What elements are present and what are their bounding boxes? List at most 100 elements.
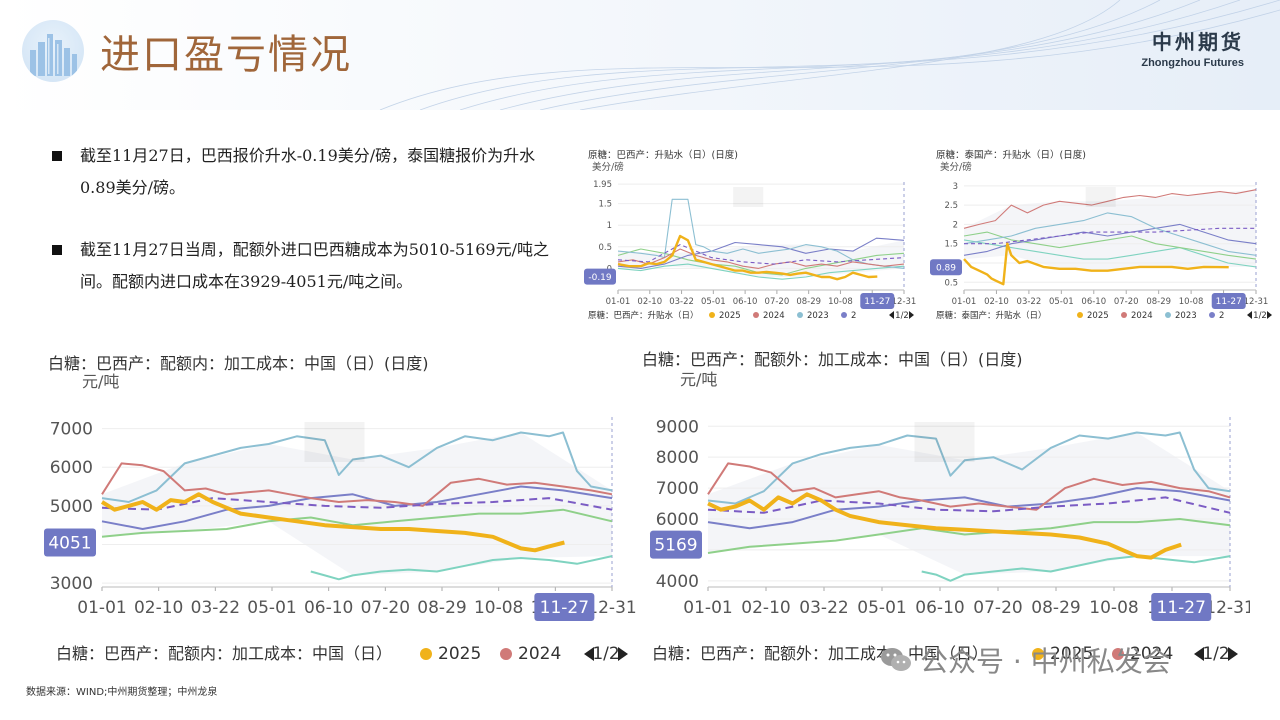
x-tick-label: 12-31 bbox=[587, 598, 636, 618]
y-tick-label: 6000 bbox=[50, 458, 93, 478]
series-line-2020 bbox=[921, 555, 1231, 582]
legend-label: 2024 bbox=[763, 311, 785, 321]
current-value-badge bbox=[930, 259, 962, 276]
x-tick-label: 12-31 bbox=[892, 297, 917, 307]
legend-label: 2023 bbox=[1175, 311, 1197, 321]
bullet-item: 截至11月27日当周，配额外进口巴西糖成本为5010-5169元/吨之间。配额内… bbox=[50, 234, 570, 298]
series-line-2021 bbox=[963, 231, 1257, 260]
y-tick-label: 2.5 bbox=[944, 201, 958, 211]
date-badge-label: 11-27 bbox=[1216, 297, 1242, 307]
legend-dot-2025 bbox=[709, 312, 715, 318]
series-line-2023 bbox=[963, 212, 1257, 256]
brand-name-cn: 中州期货 bbox=[1152, 30, 1244, 54]
legend-next-icon bbox=[1228, 647, 1238, 661]
series-line-2022 bbox=[707, 487, 1231, 530]
legend-prev-icon bbox=[1247, 311, 1252, 319]
series-line-avg bbox=[964, 227, 1256, 245]
current-value-label: -0.19 bbox=[588, 273, 612, 283]
chart-title: 原糖：泰国产：升贴水（日）(日度) bbox=[936, 149, 1086, 161]
legend-label: 2025 bbox=[1087, 311, 1109, 321]
range-band bbox=[102, 432, 612, 576]
legend-dot-2024 bbox=[500, 648, 512, 660]
legend-dot-2 bbox=[1209, 312, 1215, 318]
current-value-badge bbox=[44, 528, 96, 557]
series-line-2025 bbox=[963, 242, 1229, 286]
series-line-2025 bbox=[617, 234, 878, 281]
series-line-avg bbox=[707, 496, 1231, 514]
chart-title: 原糖：巴西产：升贴水（日）(日度) bbox=[588, 149, 738, 161]
series-line-2022 bbox=[963, 223, 1257, 256]
current-value-badge bbox=[650, 530, 702, 559]
x-tick-label: 06-10 bbox=[733, 297, 758, 307]
legend-dot-2024 bbox=[1112, 648, 1124, 660]
bullet-square-icon bbox=[52, 151, 62, 161]
y-axis-unit: 元/吨 bbox=[82, 372, 119, 391]
bullet-square-icon bbox=[52, 245, 62, 255]
x-tick-label: 10-08 bbox=[1089, 598, 1138, 618]
x-tick-label: 01-01 bbox=[683, 598, 732, 618]
y-tick-label: 3000 bbox=[50, 574, 93, 594]
y-tick-label: 3 bbox=[953, 182, 958, 192]
watermark-icon bbox=[304, 422, 365, 462]
brand-logo: 中州期货 Zhongzhou Futures bbox=[1141, 26, 1244, 69]
chart-title: 白糖：巴西产：配额外：加工成本：中国（日）(日度) bbox=[642, 350, 1023, 369]
legend-dot-2023 bbox=[1165, 312, 1171, 318]
chart-thai-premium: 原糖：泰国产：升贴水（日）(日度)美分/磅32.521.510.501-0102… bbox=[930, 140, 1276, 326]
x-tick-label: 05-01 bbox=[701, 297, 726, 307]
chart-brazil-out-quota: 白糖：巴西产：配额外：加工成本：中国（日）(日度) 元/吨 9000 8000 7000… bbox=[640, 345, 1250, 675]
series-line-avg bbox=[617, 244, 905, 265]
series-line-2021 bbox=[707, 518, 1231, 554]
series-line-2023 bbox=[617, 198, 905, 269]
series-line-2020 bbox=[617, 263, 905, 280]
current-value-badge bbox=[584, 268, 616, 285]
legend-dot-2025 bbox=[1032, 648, 1044, 660]
wechat-icon bbox=[881, 648, 911, 671]
series-line-2024 bbox=[617, 248, 905, 269]
series-line-2024 bbox=[101, 462, 613, 507]
wechat-watermark: 公众号 · 中州私发会 bbox=[880, 640, 1250, 680]
series-line-2025 bbox=[100, 492, 565, 553]
chart-svg: 白糖：巴西产：配额外：加工成本：中国（日）(日度)元/吨 9000 8000 7000… bbox=[640, 345, 1250, 675]
x-tick-label: 05-01 bbox=[857, 598, 906, 618]
legend-title: 原糖：泰国产：升贴水（日） bbox=[936, 310, 1047, 321]
y-tick-label: 1.95 bbox=[593, 180, 612, 190]
bullet-item: 截至11月27日，巴西报价升水-0.19美分/磅，泰国糖报价为升水0.89美分/… bbox=[50, 140, 570, 204]
current-value-label: 5169 bbox=[654, 536, 697, 556]
x-tick-label: 06-10 bbox=[304, 598, 353, 618]
x-tick-label: 07-20 bbox=[765, 297, 790, 307]
range-band bbox=[708, 432, 1230, 575]
series-line-2020 bbox=[310, 555, 613, 581]
x-tick-label: 03-22 bbox=[799, 598, 848, 618]
legend-pager: 1/2 bbox=[1202, 644, 1229, 664]
page-title: 进口盈亏情况 bbox=[100, 32, 352, 78]
legend-dot-2024 bbox=[753, 312, 759, 318]
legend-prev-icon bbox=[584, 647, 594, 661]
legend-label: 2024 bbox=[1131, 311, 1153, 321]
y-tick-label: 0.5 bbox=[944, 278, 958, 288]
wechat-account-text: 公众号 · 中州私发会 bbox=[920, 645, 1171, 678]
x-tick-label: 07-20 bbox=[973, 598, 1022, 618]
legend-dot-2025 bbox=[420, 648, 432, 660]
bullet-text: 截至11月27日，巴西报价升水-0.19美分/磅，泰国糖报价为升水0.89美分/… bbox=[80, 146, 536, 197]
series-line-2023 bbox=[101, 431, 613, 503]
legend-label: 2024 bbox=[1130, 644, 1173, 664]
chart-brazil-premium: 原糖：巴西产：升贴水（日）(日度)美分/磅1.951.510.5001-0102… bbox=[582, 140, 918, 326]
x-tick-label: 12-31 bbox=[1244, 297, 1269, 307]
series-line-2022 bbox=[617, 237, 905, 269]
y-tick-label: 7000 bbox=[50, 420, 93, 440]
legend-prev-icon bbox=[1194, 647, 1204, 661]
series-line-2024 bbox=[707, 462, 1231, 511]
legend-next-icon bbox=[909, 311, 914, 319]
x-tick-label: 05-01 bbox=[247, 598, 296, 618]
legend-dot-2025 bbox=[1077, 312, 1083, 318]
x-tick-label: 12-31 bbox=[1205, 598, 1250, 618]
x-tick-label: 07-20 bbox=[361, 598, 410, 618]
legend-pager: 1/2 bbox=[1253, 311, 1267, 321]
data-source-note: 数据来源：WIND;中州期货整理；中州龙泉 bbox=[26, 687, 218, 698]
x-tick-label: 06-10 bbox=[1081, 297, 1106, 307]
current-value-label: 0.89 bbox=[936, 264, 956, 274]
chart-svg: 白糖：巴西产：配额内：加工成本：中国（日）(日度)元/吨 7000 6000 5000… bbox=[30, 345, 640, 675]
y-axis-unit: 元/吨 bbox=[680, 370, 717, 389]
series-line-2025 bbox=[707, 492, 1182, 560]
